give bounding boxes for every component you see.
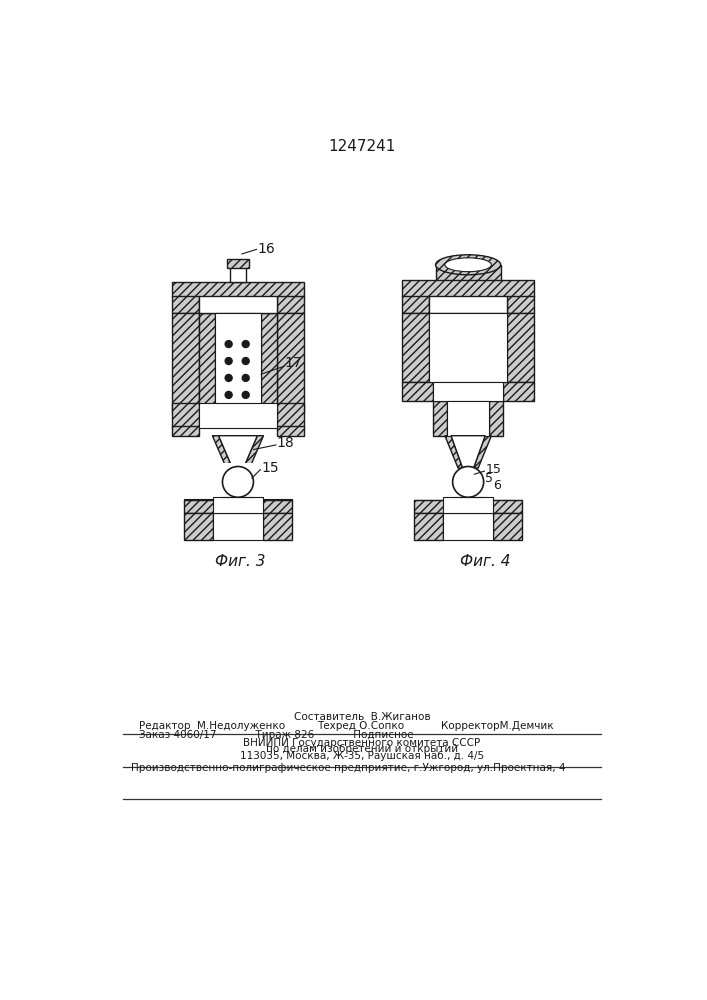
- Bar: [184, 497, 292, 511]
- Bar: [489, 401, 503, 436]
- Bar: [507, 313, 534, 382]
- Circle shape: [225, 391, 232, 398]
- Bar: [414, 513, 443, 540]
- Text: 1247241: 1247241: [328, 139, 396, 154]
- Circle shape: [223, 466, 253, 497]
- Circle shape: [225, 374, 232, 381]
- Bar: [402, 296, 429, 312]
- Text: Заказ 4060/17            Тираж 826            Подписное: Заказ 4060/17 Тираж 826 Подписное: [139, 730, 414, 740]
- Text: 113035, Москва, Ж-35, Раушская наб., д. 4/5: 113035, Москва, Ж-35, Раушская наб., д. …: [240, 751, 484, 761]
- Bar: [199, 312, 215, 405]
- Bar: [184, 505, 292, 513]
- Circle shape: [225, 358, 232, 364]
- Text: Составитель  В.Жиганов: Составитель В.Жиганов: [293, 712, 431, 722]
- Bar: [172, 282, 304, 297]
- Bar: [230, 262, 246, 282]
- Bar: [227, 259, 249, 268]
- Text: 16: 16: [257, 242, 275, 256]
- Text: 6: 6: [493, 479, 501, 492]
- Polygon shape: [451, 436, 485, 468]
- Bar: [429, 296, 507, 312]
- Bar: [276, 296, 304, 312]
- Bar: [184, 513, 213, 540]
- Circle shape: [243, 358, 249, 364]
- Bar: [443, 513, 493, 540]
- Bar: [503, 382, 534, 401]
- Text: Фиг. 3: Фиг. 3: [215, 554, 265, 569]
- Text: 18: 18: [276, 436, 294, 450]
- Bar: [261, 312, 276, 405]
- Bar: [184, 499, 292, 505]
- Ellipse shape: [436, 255, 501, 275]
- Circle shape: [452, 466, 484, 497]
- Bar: [414, 500, 522, 513]
- Text: 5: 5: [485, 472, 493, 485]
- Bar: [184, 466, 292, 474]
- Bar: [184, 500, 292, 513]
- Text: КорректорМ.Демчик: КорректорМ.Демчик: [441, 721, 554, 731]
- Text: ВНИИПИ Государственного комитета СССР: ВНИИПИ Государственного комитета СССР: [243, 738, 481, 748]
- Bar: [402, 382, 433, 401]
- Bar: [172, 403, 199, 428]
- Bar: [433, 401, 448, 436]
- Bar: [276, 312, 304, 413]
- Bar: [402, 280, 534, 297]
- Text: 15: 15: [261, 461, 279, 475]
- Text: Фиг. 4: Фиг. 4: [460, 554, 511, 569]
- Bar: [213, 513, 263, 540]
- Text: Производственно-полиграфическое предприятие, г.Ужгород, ул.Проектная, 4: Производственно-полиграфическое предприя…: [131, 763, 566, 773]
- Bar: [507, 296, 534, 312]
- Bar: [172, 312, 199, 413]
- Bar: [436, 265, 501, 282]
- Bar: [180, 463, 296, 540]
- Polygon shape: [445, 436, 462, 468]
- Circle shape: [243, 374, 249, 381]
- Circle shape: [243, 341, 249, 348]
- Polygon shape: [212, 436, 233, 468]
- Bar: [213, 497, 263, 513]
- Bar: [448, 401, 489, 436]
- Bar: [199, 403, 276, 428]
- Bar: [172, 426, 199, 436]
- Bar: [276, 403, 304, 428]
- Text: 15: 15: [485, 463, 501, 476]
- Bar: [263, 513, 292, 540]
- Bar: [493, 513, 522, 540]
- Bar: [265, 474, 292, 513]
- Bar: [276, 426, 304, 436]
- Polygon shape: [243, 436, 264, 468]
- Polygon shape: [218, 436, 257, 468]
- Bar: [184, 474, 211, 513]
- Circle shape: [225, 341, 232, 348]
- Text: Редактор  М.Недолуженко: Редактор М.Недолуженко: [139, 721, 285, 731]
- Bar: [172, 296, 199, 312]
- Bar: [215, 312, 261, 405]
- Circle shape: [243, 391, 249, 398]
- Ellipse shape: [445, 258, 491, 272]
- Text: Техред О.Сопко: Техред О.Сопко: [317, 721, 404, 731]
- Polygon shape: [474, 436, 491, 468]
- Bar: [402, 313, 429, 382]
- Bar: [429, 313, 507, 382]
- Bar: [199, 296, 276, 312]
- Text: по делам изобретений и открытий: по делам изобретений и открытий: [266, 744, 458, 754]
- Text: 17: 17: [284, 356, 302, 370]
- Bar: [433, 382, 503, 401]
- Bar: [443, 497, 493, 513]
